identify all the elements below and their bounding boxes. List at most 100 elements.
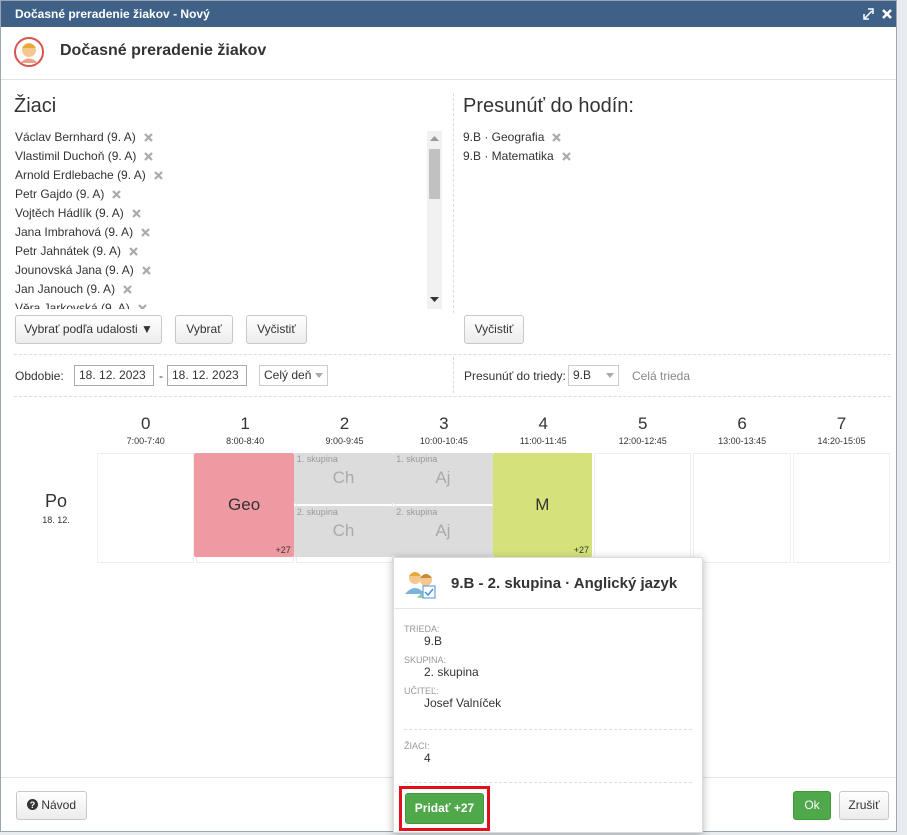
list-item: Václav Bernhard (9. A) bbox=[15, 130, 153, 144]
student-list: Václav Bernhard (9. A) Vlastimil Duchoň (… bbox=[11, 129, 442, 309]
group-lesson: 2. skupina Ch bbox=[293, 506, 394, 557]
item-label: Jounovská Jana (9. A) bbox=[15, 263, 134, 277]
period-time: 11:00-11:45 bbox=[519, 436, 567, 446]
field-value: 2. skupina bbox=[424, 665, 479, 679]
remove-icon[interactable] bbox=[143, 133, 153, 143]
date-from[interactable]: 18. 12. 2023 bbox=[74, 365, 154, 386]
students-label: ŽIACI: bbox=[404, 741, 430, 751]
day-name: Po bbox=[44, 491, 68, 511]
remove-icon[interactable] bbox=[561, 152, 571, 162]
group-lesson: 1. skupina Ch bbox=[293, 453, 394, 504]
item-label: Arnold Erdlebache (9. A) bbox=[15, 168, 146, 182]
group-name: 1. skupina bbox=[296, 454, 338, 464]
period-time: 10:00-10:45 bbox=[419, 436, 468, 446]
students-heading: Žiaci bbox=[14, 95, 57, 117]
field-label: SKUPINA: bbox=[404, 655, 447, 665]
select-button[interactable]: Vybrať bbox=[175, 315, 233, 344]
item-label: Václav Bernhard (9. A) bbox=[15, 130, 136, 144]
period-time: 14:20-15:05 bbox=[817, 436, 866, 446]
add-button[interactable]: Pridať +27 bbox=[405, 793, 484, 824]
item-label: Vlastimil Duchoň (9. A) bbox=[15, 149, 137, 163]
lesson-popup: 9.B - 2. skupina · Anglický jazyk TRIEDA… bbox=[393, 557, 703, 833]
date-separator: - bbox=[159, 369, 163, 383]
separator bbox=[14, 354, 891, 355]
clear-lessons-button[interactable]: Vyčistiť bbox=[464, 315, 524, 344]
subject: Geo bbox=[228, 495, 261, 514]
item-label: Věra Jarkovská (9. A) bbox=[15, 301, 130, 309]
separator bbox=[404, 782, 692, 783]
list-item: Vlastimil Duchoň (9. A) bbox=[15, 149, 154, 163]
remove-icon[interactable] bbox=[129, 247, 138, 257]
remove-icon[interactable] bbox=[137, 304, 147, 309]
list-item: Petr Jahnátek (9. A) bbox=[15, 244, 138, 258]
period-number: 7 bbox=[836, 414, 847, 433]
remove-icon[interactable] bbox=[141, 228, 150, 238]
list-item: 9.B · Matematika bbox=[463, 149, 571, 163]
help-button[interactable]: ? Návod bbox=[16, 791, 87, 820]
day-select-value: Celý deň bbox=[264, 368, 312, 382]
item-label: Jan Janouch (9. A) bbox=[15, 282, 116, 296]
scrollbar[interactable] bbox=[427, 131, 442, 309]
lesson: M +27 bbox=[492, 453, 592, 557]
group-name: 2. skupina bbox=[296, 507, 338, 517]
remove-icon[interactable] bbox=[123, 285, 132, 295]
remove-icon[interactable] bbox=[144, 152, 154, 162]
header-title: Dočasné preradenie žiakov bbox=[60, 42, 267, 59]
clear-button[interactable]: Vyčistiť bbox=[246, 315, 307, 344]
subject: Ch bbox=[332, 521, 355, 540]
remove-icon[interactable] bbox=[153, 171, 163, 181]
lessons-heading: Presunúť do hodín: bbox=[463, 95, 634, 117]
move-class-note: Celá trieda bbox=[632, 369, 691, 383]
period-time: 12:00-12:45 bbox=[618, 436, 667, 446]
remove-icon[interactable] bbox=[112, 190, 122, 200]
date-to[interactable]: 18. 12. 2023 bbox=[167, 365, 247, 386]
period-number: 6 bbox=[737, 414, 747, 433]
ok-button[interactable]: Ok bbox=[793, 791, 831, 820]
lesson: Geo +27 bbox=[194, 453, 294, 557]
window-title: Dočasné preradenie žiakov - Nový bbox=[15, 7, 210, 21]
period-time: 13:00-13:45 bbox=[718, 436, 767, 446]
list-item: Vojtěch Hádlík (9. A) bbox=[15, 206, 141, 220]
field-label: TRIEDA: bbox=[404, 624, 440, 634]
popup-title: 9.B - 2. skupina · Anglický jazyk bbox=[451, 575, 678, 592]
period-number: 1 bbox=[240, 414, 250, 433]
item-label: Petr Jahnátek (9. A) bbox=[15, 244, 122, 258]
select-by-event-button[interactable]: Vybrať podľa udalosti ▼ bbox=[15, 315, 162, 344]
list-item: Věra Jarkovská (9. A) bbox=[15, 301, 147, 309]
day-select[interactable]: Celý deň bbox=[259, 365, 328, 386]
class-select[interactable]: 9.B bbox=[568, 365, 619, 386]
list-item: Arnold Erdlebache (9. A) bbox=[15, 168, 163, 182]
remove-icon[interactable] bbox=[552, 133, 562, 143]
cancel-button[interactable]: Zrušiť bbox=[839, 791, 889, 820]
subject: Aj bbox=[435, 468, 451, 487]
item-label: Vojtěch Hádlík (9. A) bbox=[15, 206, 124, 220]
list-item: Jounovská Jana (9. A) bbox=[15, 263, 151, 277]
remove-icon[interactable] bbox=[141, 266, 151, 276]
empty-cell bbox=[693, 453, 791, 563]
group-name: 1. skupina bbox=[396, 454, 438, 464]
day-date: 18. 12. bbox=[42, 515, 70, 525]
period-number: 0 bbox=[140, 414, 151, 433]
empty-cell bbox=[594, 453, 692, 563]
svg-text:?: ? bbox=[30, 800, 36, 810]
field-value: 9.B bbox=[424, 634, 443, 648]
separator bbox=[453, 357, 454, 393]
period-time: 8:00-8:40 bbox=[226, 436, 265, 446]
field-label: UČITEĽ: bbox=[404, 686, 439, 696]
remove-icon[interactable] bbox=[131, 209, 141, 219]
item-label: 9.B · Geografia bbox=[463, 130, 545, 144]
header-icon bbox=[14, 37, 44, 67]
item-label: Jana Imbrahová (9. A) bbox=[15, 225, 134, 239]
group-name: 2. skupina bbox=[396, 507, 438, 517]
list-item: 9.B · Geografia bbox=[463, 130, 562, 144]
class-select-value: 9.B bbox=[573, 368, 592, 382]
list-item: Jana Imbrahová (9. A) bbox=[15, 225, 150, 239]
students-count: 4 bbox=[424, 751, 431, 765]
move-class-label: Presunúť do triedy: bbox=[464, 369, 566, 383]
list-item: Petr Gajdo (9. A) bbox=[15, 187, 122, 201]
window-controls[interactable] bbox=[863, 8, 893, 20]
period-number: 3 bbox=[439, 414, 449, 433]
separator bbox=[404, 729, 692, 730]
period-number: 2 bbox=[339, 414, 350, 433]
